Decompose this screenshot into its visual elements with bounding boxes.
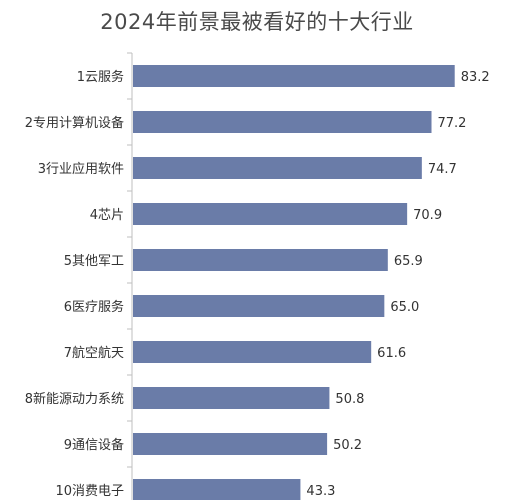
bar <box>133 479 301 500</box>
bar <box>133 295 385 317</box>
value-label: 83.2 <box>461 70 490 85</box>
category-label: 5其他军工 <box>64 254 124 269</box>
category-label: 8新能源动力系统 <box>25 391 124 407</box>
value-label: 77.2 <box>438 116 467 131</box>
bar <box>133 111 432 133</box>
bar <box>133 433 328 455</box>
category-label: 6医疗服务 <box>64 299 124 315</box>
bar <box>133 387 330 409</box>
category-label: 1云服务 <box>77 69 124 85</box>
bar <box>133 65 455 87</box>
bar <box>133 341 372 363</box>
category-label: 4芯片 <box>90 208 124 223</box>
category-label: 9通信设备 <box>64 437 124 453</box>
category-label: 2专用计算机设备 <box>25 115 124 131</box>
category-label: 7航空航天 <box>64 345 124 361</box>
category-label: 10消费电子 <box>55 484 124 499</box>
category-label: 3行业应用软件 <box>38 161 124 177</box>
value-label: 65.0 <box>390 300 419 315</box>
value-label: 50.8 <box>335 392 364 407</box>
value-label: 61.6 <box>377 346 406 361</box>
value-label: 50.2 <box>333 438 362 453</box>
bar <box>133 203 408 225</box>
value-label: 70.9 <box>413 208 442 223</box>
bar <box>133 157 422 179</box>
chart-title: 2024年前景最被看好的十大行业 <box>100 10 414 34</box>
value-label: 65.9 <box>394 254 423 269</box>
value-label: 74.7 <box>428 162 457 177</box>
bar <box>133 249 388 271</box>
value-label: 43.3 <box>306 484 335 499</box>
